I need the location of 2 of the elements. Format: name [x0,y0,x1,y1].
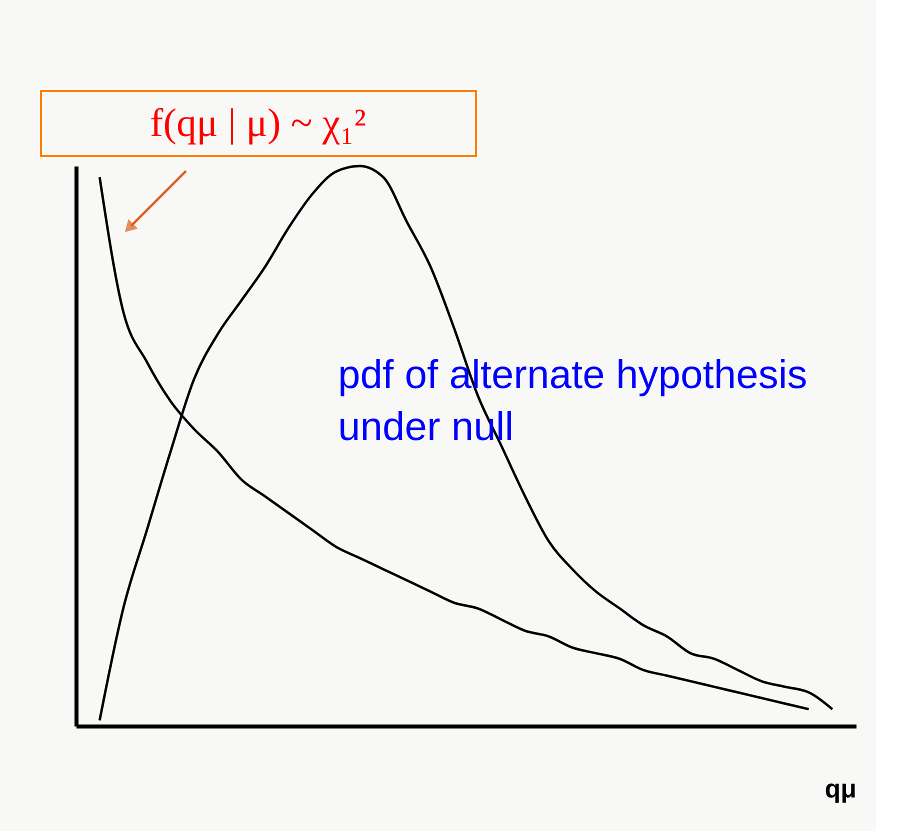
x-axis-title: qμ [824,774,856,804]
text: f(qμ | μ) ~ χ₁² [150,100,366,145]
